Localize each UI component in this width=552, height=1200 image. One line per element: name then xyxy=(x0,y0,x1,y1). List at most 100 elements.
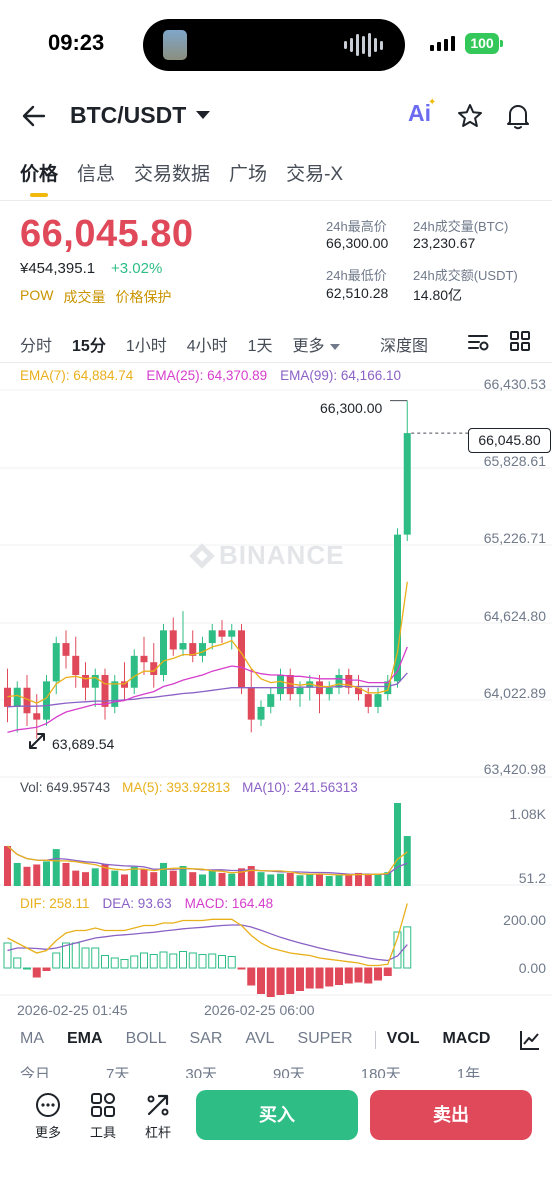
range-180d[interactable]: 180天 xyxy=(360,1066,401,1078)
interval-1h[interactable]: 1小时 xyxy=(125,338,167,355)
volume-bar xyxy=(296,875,304,886)
back-arrow-icon[interactable] xyxy=(20,102,48,130)
tag-list: POW 成交量 价格保护 xyxy=(20,287,171,307)
macd-bar xyxy=(383,967,392,976)
macd-bar xyxy=(91,947,100,969)
interval-15m[interactable]: 15分 xyxy=(72,338,106,355)
indicator-sar[interactable]: SAR xyxy=(189,1030,223,1047)
range-30d[interactable]: 30天 xyxy=(185,1066,218,1078)
range-1y[interactable]: 1年 xyxy=(456,1066,481,1078)
tools-button[interactable]: 工具 xyxy=(83,1092,123,1141)
volume-bar xyxy=(43,861,50,886)
tag-price-protection[interactable]: 价格保护 xyxy=(115,289,172,305)
interval-more[interactable]: 更多 xyxy=(293,332,340,356)
favorite-star-icon[interactable] xyxy=(456,102,484,130)
low-value: 62,510.28 xyxy=(326,285,389,301)
macd-bar xyxy=(71,942,80,969)
ai-assistant-icon[interactable]: Ai xyxy=(408,100,431,126)
layout-grid-icon[interactable] xyxy=(509,330,531,352)
volume-bar xyxy=(325,876,333,886)
volume-bar xyxy=(4,846,11,886)
range-today[interactable]: 今日 xyxy=(20,1066,51,1078)
volume-bar xyxy=(277,873,284,886)
dif-label: DIF: 258.11 xyxy=(20,896,90,911)
tag-pow[interactable]: POW xyxy=(20,287,54,303)
tab-trade-x[interactable]: 交易-X xyxy=(286,164,344,185)
candle-body xyxy=(257,706,265,720)
ma5-line xyxy=(7,845,408,876)
high-label: 24h最高价 xyxy=(326,219,387,234)
chevron-down-icon[interactable] xyxy=(196,111,210,119)
macd-bar xyxy=(149,954,158,969)
volume-bar xyxy=(355,872,362,886)
macd-bar xyxy=(266,967,275,997)
macd-bar xyxy=(42,967,51,971)
dynamic-island[interactable] xyxy=(143,19,405,71)
indicator-macd[interactable]: MACD xyxy=(442,1030,491,1047)
leverage-button[interactable]: 杠杆 xyxy=(138,1092,178,1141)
current-price-tag[interactable]: 66,045.80 xyxy=(468,428,551,453)
indicator-super[interactable]: SUPER xyxy=(297,1030,353,1047)
candle-body xyxy=(189,643,197,656)
macd-bar xyxy=(344,967,353,984)
macd-legend: DIF: 258.11 DEA: 93.63 MACD: 164.48 xyxy=(20,896,273,911)
indicator-tabs: MA EMA BOLL SAR AVL SUPER VOL MACD xyxy=(20,1030,513,1048)
tab-square[interactable]: 广场 xyxy=(229,164,268,185)
battery-icon: 100 xyxy=(465,33,499,54)
macd-bar xyxy=(257,967,265,994)
volume-axis-label: 51.2 xyxy=(518,870,546,886)
indicator-vol[interactable]: VOL xyxy=(386,1030,420,1047)
tab-price[interactable]: 价格 xyxy=(20,164,59,185)
interval-4h[interactable]: 4小时 xyxy=(186,338,228,355)
candle-body xyxy=(169,630,177,650)
active-tab-indicator xyxy=(30,193,48,197)
tag-volume[interactable]: 成交量 xyxy=(63,289,106,305)
buy-button[interactable]: 买入 xyxy=(196,1090,358,1140)
range-7d[interactable]: 7天 xyxy=(106,1066,130,1078)
chart-settings-icon[interactable] xyxy=(466,330,490,354)
ma5-label: MA(5): 393.92813 xyxy=(122,780,231,795)
candle-body xyxy=(277,674,284,695)
volume-legend: Vol: 649.95743 MA(5): 393.92813 MA(10): … xyxy=(20,780,358,795)
indicator-ema[interactable]: EMA xyxy=(67,1030,103,1047)
volume-bar xyxy=(179,866,187,886)
macd-bar xyxy=(335,967,343,985)
kline-chart[interactable] xyxy=(0,360,552,1020)
macd-bar xyxy=(364,967,373,984)
change-percent: +3.02% xyxy=(111,260,163,277)
macd-bar xyxy=(179,951,187,969)
tab-info[interactable]: 信息 xyxy=(77,164,116,185)
range-90d[interactable]: 90天 xyxy=(273,1066,305,1078)
sell-button[interactable]: 卖出 xyxy=(370,1090,532,1140)
volume-bar xyxy=(257,872,265,886)
candle-body xyxy=(130,655,138,688)
indicator-ma[interactable]: MA xyxy=(20,1030,44,1047)
pair-title[interactable]: BTC/USDT xyxy=(70,102,187,128)
low-annotation: 63,689.54 xyxy=(52,736,115,752)
candle-body xyxy=(228,630,236,637)
bell-icon[interactable] xyxy=(504,101,532,131)
indicator-boll[interactable]: BOLL xyxy=(125,1030,167,1047)
candle-body xyxy=(247,687,255,720)
volume-bar xyxy=(130,866,138,886)
candle-body xyxy=(345,674,353,688)
expand-icon[interactable] xyxy=(24,728,50,754)
volume-bar xyxy=(62,862,70,886)
interval-1d[interactable]: 1天 xyxy=(247,338,273,355)
candle-body xyxy=(43,681,50,720)
macd-bar xyxy=(208,953,217,969)
macd-label: MACD: 164.48 xyxy=(184,896,274,911)
tab-trading-data[interactable]: 交易数据 xyxy=(134,164,211,185)
volume-bar xyxy=(208,870,216,886)
macd-bar xyxy=(62,942,70,969)
indicator-avl[interactable]: AVL xyxy=(245,1030,275,1047)
volume-bar xyxy=(218,872,226,886)
macd-axis-label: 0.00 xyxy=(518,960,546,976)
high-annotation: 66,300.00 xyxy=(320,400,383,416)
candle-body xyxy=(160,630,167,675)
indicator-settings-icon[interactable] xyxy=(519,1029,541,1051)
more-button[interactable]: 更多 xyxy=(28,1092,68,1141)
candle-body xyxy=(384,681,392,695)
depth-chart-tab[interactable]: 深度图 xyxy=(380,338,429,355)
interval-line[interactable]: 分时 xyxy=(20,338,53,355)
